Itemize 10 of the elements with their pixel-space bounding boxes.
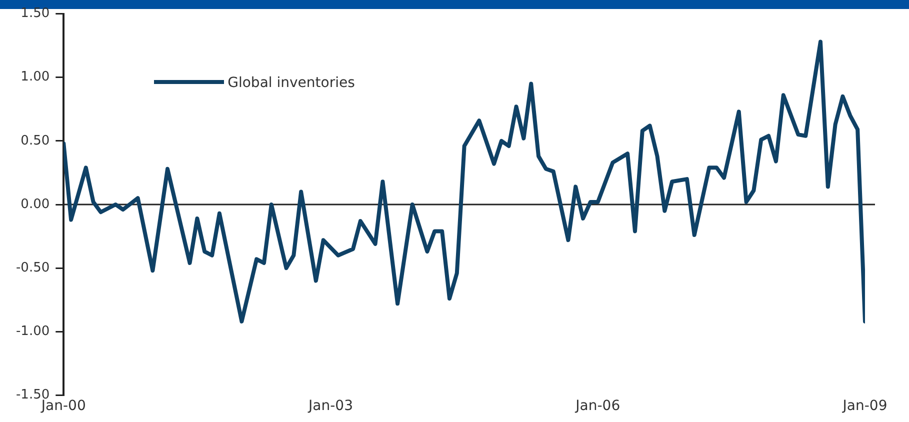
legend-label: Global inventories: [228, 74, 356, 92]
y-tick-label: -0.50: [16, 260, 50, 276]
y-tick-label: 0.00: [20, 196, 50, 212]
x-tick-label: Jan-03: [308, 398, 353, 414]
x-tick-label: Jan-09: [842, 398, 888, 414]
y-tick-label: 1.00: [20, 70, 50, 85]
y-tick-label: 0.50: [20, 133, 50, 148]
y-tick-label: 1.50: [20, 6, 50, 22]
x-tick-label: Jan-06: [574, 398, 620, 414]
y-tick-label: -1.00: [16, 324, 50, 340]
